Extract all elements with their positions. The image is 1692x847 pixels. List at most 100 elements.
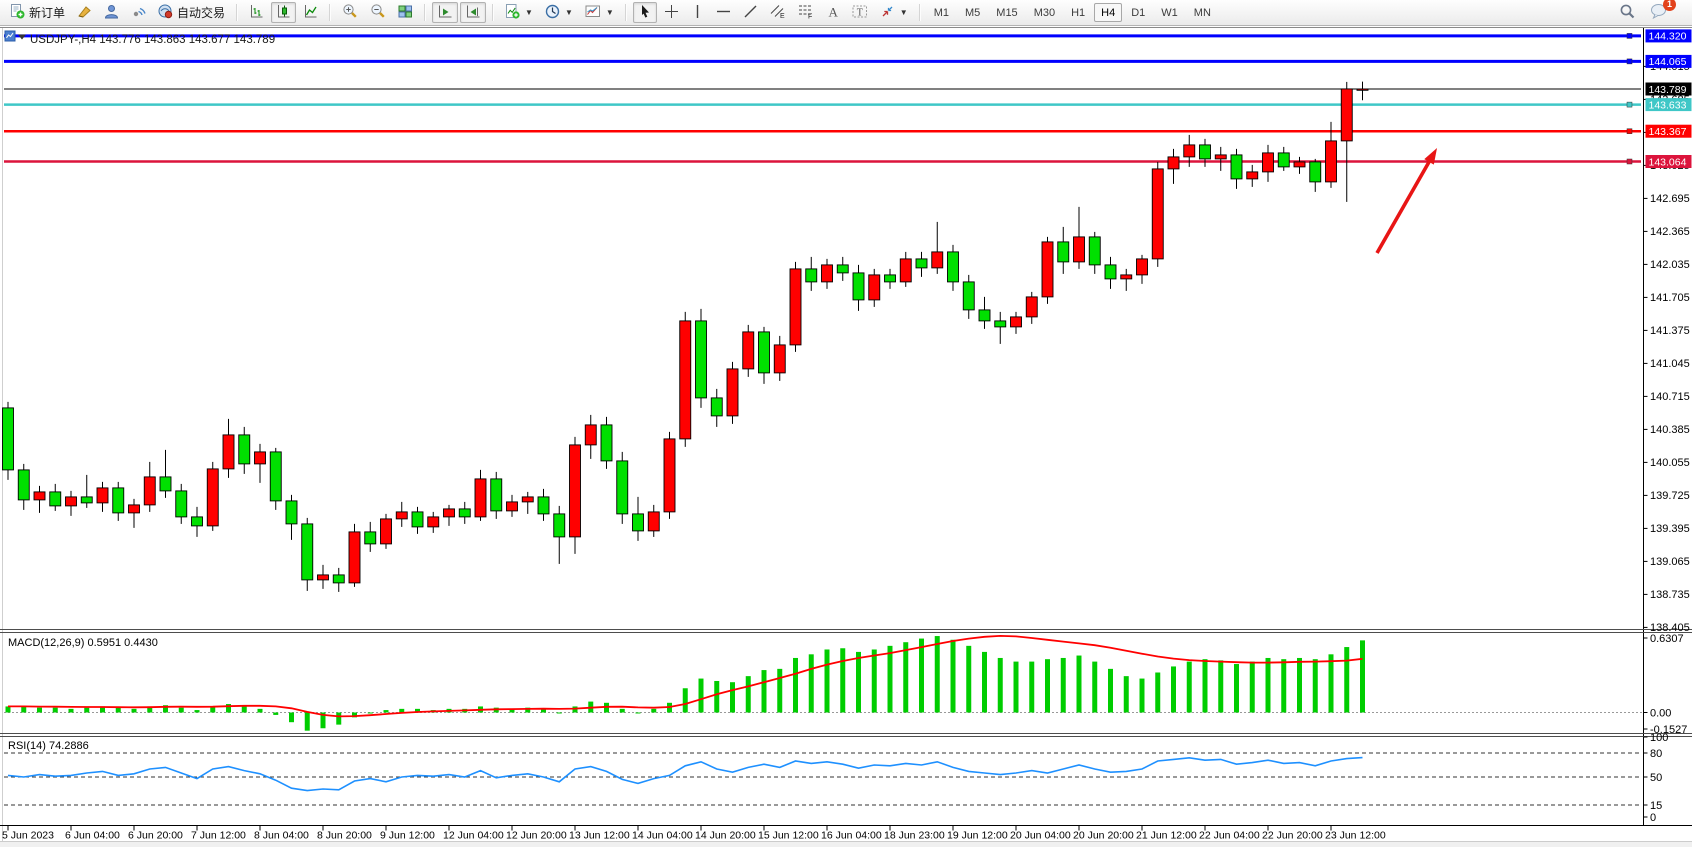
- candle-body: [521, 496, 534, 503]
- macd-histogram-bar: [147, 706, 153, 713]
- timeframe-button-M1[interactable]: M1: [927, 3, 956, 22]
- periods-button[interactable]: ▼: [540, 2, 578, 23]
- line-chart-button[interactable]: [298, 2, 323, 23]
- add-indicator-button[interactable]: ▼: [500, 2, 538, 23]
- macd-histogram-bar: [1045, 659, 1050, 713]
- zoom-out-button[interactable]: [365, 2, 391, 23]
- auto-scroll-button[interactable]: [432, 2, 459, 23]
- periods-clock-icon: [545, 4, 560, 22]
- chart-shift-icon: [465, 4, 481, 22]
- trendline-button[interactable]: [738, 2, 763, 23]
- zoom-in-button[interactable]: [337, 2, 363, 23]
- search-button[interactable]: [1619, 3, 1636, 23]
- time-tick-label: 9 Jun 12:00: [380, 830, 435, 842]
- toolbar-separator: [424, 4, 427, 21]
- rsi-line: [7, 756, 1363, 792]
- notifications-button[interactable]: 1: [1650, 0, 1676, 22]
- insert-group: ▼ ▼ ▼: [499, 1, 620, 25]
- price-tick-label: 141.045: [1650, 358, 1690, 370]
- timeframe-button-M5[interactable]: M5: [958, 3, 987, 22]
- macd-histogram-bar: [194, 710, 200, 713]
- macd-histogram-bar: [698, 678, 704, 713]
- zoom-in-icon: [342, 3, 358, 22]
- candle-body: [159, 476, 172, 492]
- macd-histogram-bar: [21, 706, 27, 713]
- text-button[interactable]: A: [821, 2, 845, 23]
- candlestick-chart-icon: [276, 4, 291, 22]
- profile-icon: [104, 4, 119, 22]
- line-handle[interactable]: [1626, 33, 1633, 39]
- macd-histogram-bar: [178, 707, 184, 713]
- time-tick-label: 7 Jun 12:00: [191, 830, 246, 842]
- candle-body: [1136, 258, 1148, 276]
- price-tick-label: 139.725: [1650, 490, 1690, 502]
- macd-histogram-bar: [541, 708, 546, 713]
- price-label: [1645, 98, 1692, 112]
- main-toolbar: 新订单 自动交易 ▼ ▼ ▼: [0, 0, 1692, 26]
- auto-trading-button[interactable]: 自动交易: [153, 2, 230, 23]
- candle-body: [821, 264, 833, 283]
- template-button[interactable]: ▼: [580, 2, 619, 23]
- line-handle[interactable]: [1626, 58, 1633, 65]
- candle-body: [1293, 161, 1306, 168]
- drawing-tools-group: E F A T ▼: [632, 1, 914, 25]
- macd-histogram-bar: [1171, 666, 1176, 713]
- trend-arrow-head[interactable]: [1424, 148, 1437, 165]
- line-handle[interactable]: [1626, 158, 1633, 165]
- macd-histogram-bar: [950, 639, 956, 713]
- candlestick-chart-button[interactable]: [271, 2, 297, 23]
- candle-body: [553, 513, 566, 538]
- timeframe-button-M30[interactable]: M30: [1027, 3, 1062, 22]
- price-tick-label: 139.395: [1650, 523, 1690, 535]
- candle-body: [726, 368, 739, 417]
- arrows-tool-button[interactable]: ▼: [875, 2, 913, 23]
- timeframe-button-MN[interactable]: MN: [1187, 3, 1218, 22]
- timeframe-button-M15[interactable]: M15: [989, 3, 1024, 22]
- channel-button[interactable]: E: [765, 2, 791, 23]
- vertical-line-button[interactable]: [686, 2, 709, 23]
- macd-histogram-bar: [1249, 661, 1255, 713]
- window-menu-arrow-icon[interactable]: [18, 34, 26, 40]
- macd-histogram-bar: [1328, 654, 1334, 713]
- time-tick-label: 8 Jun 04:00: [254, 830, 309, 842]
- time-tick-label: 5 Jun 2023: [2, 830, 54, 842]
- candle-body: [65, 496, 77, 507]
- timeframe-button-D1[interactable]: D1: [1124, 3, 1152, 22]
- macd-histogram-bar: [1108, 668, 1113, 713]
- crayon-icon: [77, 4, 92, 22]
- trend-arrow[interactable]: [1375, 160, 1431, 254]
- signal-button[interactable]: [126, 2, 151, 23]
- chart-shift-button[interactable]: [460, 2, 487, 23]
- candle-body: [1309, 161, 1322, 183]
- line-handle[interactable]: [1626, 128, 1633, 134]
- label-button[interactable]: T: [847, 2, 873, 23]
- chart-type-group: [243, 1, 324, 25]
- add-indicator-icon: [505, 3, 520, 22]
- timeframe-button-W1[interactable]: W1: [1154, 3, 1185, 22]
- tile-windows-button[interactable]: [393, 2, 418, 23]
- zoom-out-icon: [370, 3, 386, 22]
- macd-histogram-bar: [808, 654, 814, 713]
- crayon-button[interactable]: [72, 2, 97, 23]
- price-tick-label: 139.065: [1650, 556, 1690, 568]
- candle-body: [112, 487, 125, 514]
- cursor-button[interactable]: [632, 2, 657, 23]
- candle-body: [1230, 154, 1243, 180]
- crosshair-button[interactable]: [659, 2, 684, 23]
- new-order-button[interactable]: 新订单: [5, 2, 70, 23]
- fibonacci-button[interactable]: F: [793, 2, 819, 23]
- macd-histogram-bar: [115, 707, 121, 713]
- line-handle[interactable]: [1626, 101, 1633, 108]
- price-label: [1645, 54, 1692, 68]
- tile-windows-icon: [398, 4, 413, 22]
- timeframe-button-H4[interactable]: H4: [1094, 3, 1123, 22]
- candle-body: [789, 268, 802, 346]
- macd-histogram-bar: [840, 648, 846, 713]
- horizontal-line-button[interactable]: [711, 2, 736, 23]
- price-label-text: 144.065: [1649, 56, 1687, 68]
- bar-chart-button[interactable]: [244, 2, 269, 23]
- arrows-tool-icon: [880, 4, 895, 22]
- candle-body: [1183, 144, 1196, 158]
- timeframe-button-H1[interactable]: H1: [1064, 3, 1092, 22]
- profile-button[interactable]: [99, 2, 124, 23]
